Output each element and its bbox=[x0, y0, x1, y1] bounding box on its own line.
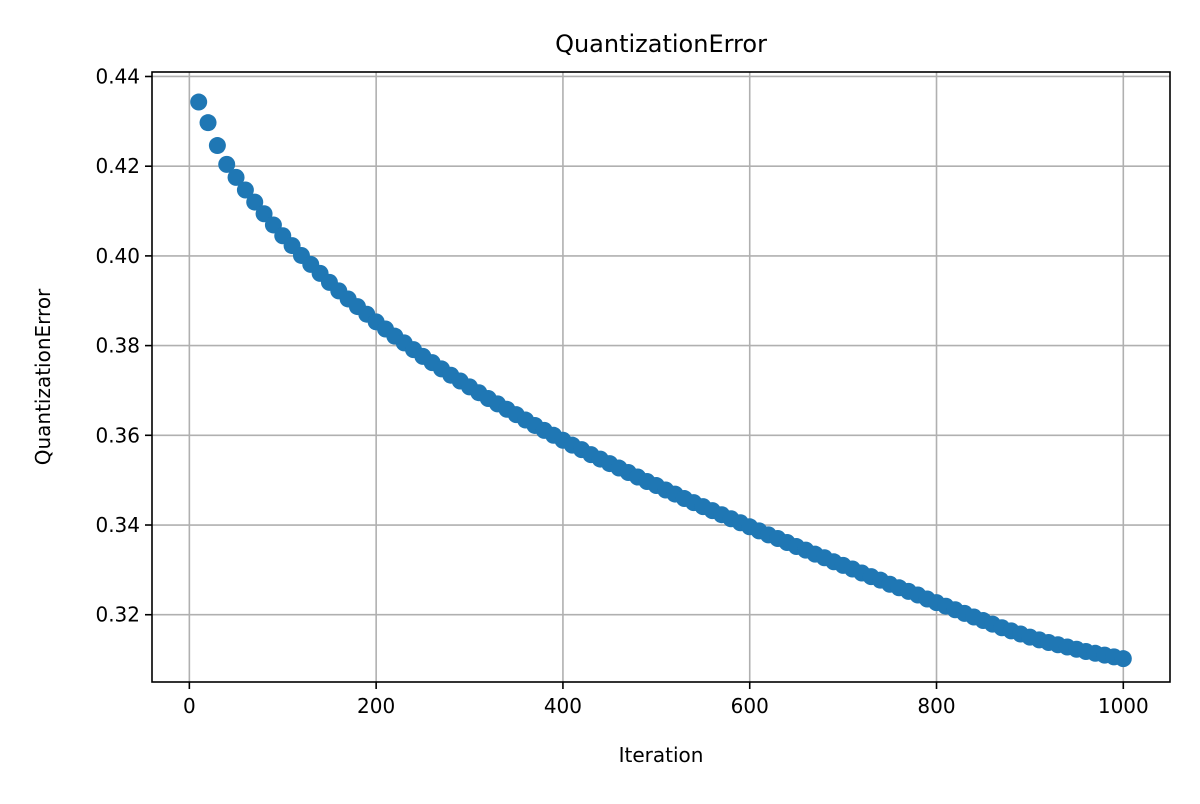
y-axis-label: QuantizationError bbox=[31, 288, 55, 465]
x-tick-label: 600 bbox=[731, 694, 769, 718]
y-tick-label: 0.42 bbox=[95, 154, 140, 178]
y-tick-label: 0.36 bbox=[95, 423, 140, 447]
data-point bbox=[236, 181, 254, 199]
data-point bbox=[218, 155, 236, 173]
data-point bbox=[190, 93, 208, 111]
y-tick-label: 0.32 bbox=[95, 603, 140, 627]
y-tick-label: 0.44 bbox=[95, 64, 140, 88]
x-axis-label: Iteration bbox=[619, 743, 704, 767]
data-point bbox=[255, 205, 273, 223]
x-tick-label: 200 bbox=[357, 694, 395, 718]
y-tick-label: 0.34 bbox=[95, 513, 140, 537]
data-point bbox=[227, 168, 245, 186]
x-tick-label: 400 bbox=[544, 694, 582, 718]
grid bbox=[152, 72, 1170, 682]
x-tick-label: 1000 bbox=[1098, 694, 1149, 718]
y-axis-ticks: 0.32 0.34 0.36 0.38 0.40 0.42 0.44 bbox=[95, 64, 152, 627]
data-point bbox=[1114, 650, 1132, 668]
data-point bbox=[246, 193, 264, 211]
y-tick-label: 0.38 bbox=[95, 334, 140, 358]
x-axis-ticks: 0 200 400 600 800 1000 bbox=[183, 682, 1149, 718]
x-tick-label: 800 bbox=[917, 694, 955, 718]
chart-title: QuantizationError bbox=[555, 30, 767, 58]
data-point bbox=[199, 114, 217, 132]
plot-frame bbox=[151, 71, 1171, 683]
scatter-points bbox=[190, 93, 1132, 668]
data-point bbox=[208, 137, 226, 155]
y-tick-label: 0.40 bbox=[95, 244, 140, 268]
x-tick-label: 0 bbox=[183, 694, 196, 718]
